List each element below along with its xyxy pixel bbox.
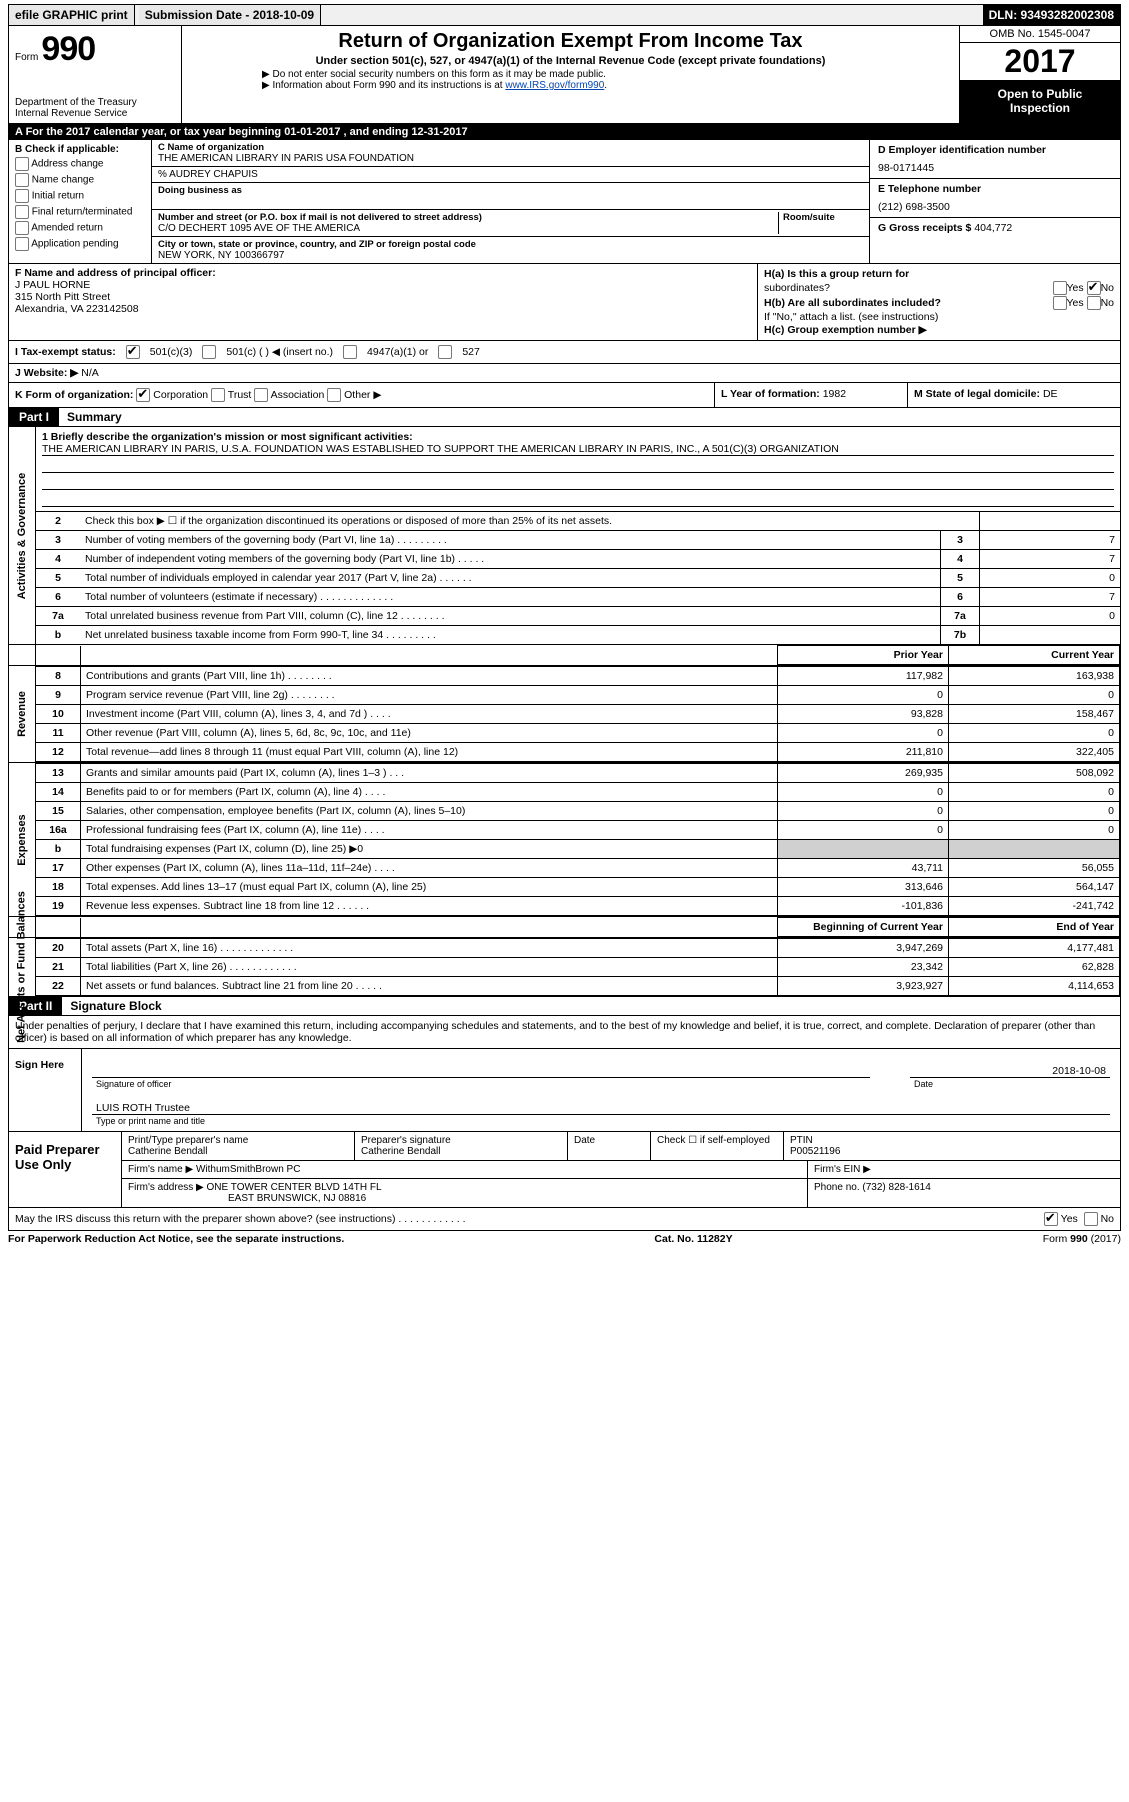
row-J: J Website: ▶ N/A [8,364,1121,383]
ptin: P00521196 [790,1146,1114,1157]
summary-table: 2Check this box ▶ ☐ if the organization … [36,511,1120,644]
check-application-pending[interactable]: Application pending [15,237,145,251]
part-II-header: Part II Signature Block [8,997,1121,1016]
revenue-table: 8Contributions and grants (Part VIII, li… [36,666,1120,762]
ein: 98-0171445 [878,162,1112,174]
Hb-no[interactable] [1087,296,1101,310]
row-F-H: F Name and address of principal officer:… [8,264,1121,341]
firm-name: WithumSmithBrown PC [196,1164,300,1175]
form-number: 990 [41,30,95,68]
revenue-block: Revenue 8Contributions and grants (Part … [8,666,1121,763]
netassets-block: Net Assets or Fund Balances 20Total asse… [8,938,1121,997]
row-I: I Tax-exempt status: 501(c)(3) 501(c) ( … [8,341,1121,364]
state-domicile: DE [1043,388,1058,400]
col-C: C Name of organization THE AMERICAN LIBR… [152,140,869,263]
preparer-name: Catherine Bendall [128,1146,348,1157]
preparer-sig: Catherine Bendall [361,1146,561,1157]
Hb-yes[interactable] [1053,296,1067,310]
side-gov: Activities & Governance [16,472,28,599]
org-name: THE AMERICAN LIBRARY IN PARIS USA FOUNDA… [158,153,863,164]
501c3-check[interactable] [126,345,140,359]
signature-block: Under penalties of perjury, I declare th… [8,1016,1121,1208]
side-expenses: Expenses [16,814,28,865]
website: N/A [81,367,99,379]
527-check[interactable] [438,345,452,359]
side-netassets: Net Assets or Fund Balances [17,891,28,1043]
begin-year-header: Beginning of Current Year [778,918,949,937]
prior-year-header: Prior Year [778,646,949,665]
activities-governance: Activities & Governance 1 Briefly descri… [8,427,1121,645]
form-title: Return of Organization Exempt From Incom… [192,30,949,53]
501c-check[interactable] [202,345,216,359]
firm-addr1: ONE TOWER CENTER BLVD 14TH FL [207,1182,382,1193]
side-revenue: Revenue [16,691,28,737]
check-final-return-terminated[interactable]: Final return/terminated [15,205,145,219]
netassets-table: 20Total assets (Part X, line 16) . . . .… [36,938,1120,996]
H-block: H(a) Is this a group return for subordin… [757,264,1120,340]
firm-phone: (732) 828-1614 [862,1182,930,1193]
header: Form 990 Department of the Treasury Inte… [8,26,1121,124]
other-check[interactable] [327,388,341,402]
check-amended-return[interactable]: Amended return [15,221,145,235]
trust-check[interactable] [211,388,225,402]
discuss-yes[interactable] [1044,1212,1058,1226]
open-to-public: Open to PublicInspection [960,81,1120,123]
form-notes: ▶ Do not enter social security numbers o… [262,69,949,91]
end-year-header: End of Year [949,918,1120,937]
tax-year: 2017 [960,43,1120,81]
Ha-yes[interactable] [1053,281,1067,295]
footer: For Paperwork Reduction Act Notice, see … [8,1231,1121,1247]
officer-name: LUIS ROTH Trustee [96,1102,190,1114]
4947-check[interactable] [343,345,357,359]
col-B: B Check if applicable: Address change Na… [9,140,152,263]
check-initial-return[interactable]: Initial return [15,189,145,203]
gross-receipts: 404,772 [974,222,1012,234]
care-of: % AUDREY CHAPUIS [152,167,869,183]
expenses-block: Expenses 13Grants and similar amounts pa… [8,763,1121,917]
sign-here: Sign Here Signature of officer 2018-10-0… [9,1049,1120,1131]
part-I-header: Part I Summary [8,408,1121,427]
current-year-header: Current Year [949,646,1120,665]
submission-date: Submission Date - 2018-10-09 [139,5,321,25]
expenses-table: 13Grants and similar amounts paid (Part … [36,763,1120,916]
principal-officer: F Name and address of principal officer:… [9,264,757,340]
firm-addr2: EAST BRUNSWICK, NJ 08816 [228,1193,366,1204]
assoc-check[interactable] [254,388,268,402]
row-K-L-M: K Form of organization: Corporation Trus… [8,383,1121,408]
form-word: Form [15,52,38,63]
omb-number: OMB No. 1545-0047 [960,26,1120,43]
section-b-to-g: B Check if applicable: Address change Na… [8,140,1121,264]
dln-label: DLN: 93493282002308 [983,5,1120,25]
discuss-row: May the IRS discuss this return with the… [8,1208,1121,1231]
perjury-declaration: Under penalties of perjury, I declare th… [9,1016,1120,1049]
sign-date: 2018-10-08 [1052,1065,1106,1077]
Ha-no[interactable] [1087,281,1101,295]
check-address-change[interactable]: Address change [15,157,145,171]
dept-treasury: Department of the Treasury Internal Reve… [15,97,175,119]
irs-link[interactable]: www.IRS.gov/form990 [505,80,604,91]
mission: 1 Briefly describe the organization's mi… [36,427,1120,511]
check-name-change[interactable]: Name change [15,173,145,187]
fin-header-bar: Prior Year Current Year [8,645,1121,666]
netassets-header-bar: Beginning of Current Year End of Year [8,917,1121,938]
discuss-no[interactable] [1084,1212,1098,1226]
street-address: C/O DECHERT 1095 AVE OF THE AMERICA [158,223,778,234]
top-bar: efile GRAPHIC print Submission Date - 20… [8,4,1121,26]
row-A: A For the 2017 calendar year, or tax yea… [8,124,1121,140]
form-subtitle: Under section 501(c), 527, or 4947(a)(1)… [192,55,949,67]
efile-label: efile GRAPHIC print [9,5,135,25]
corp-check[interactable] [136,388,150,402]
year-formation: 1982 [823,388,846,400]
col-D-to-G: D Employer identification number 98-0171… [869,140,1120,263]
paid-preparer: Paid Preparer Use Only Print/Type prepar… [9,1131,1120,1207]
city-state-zip: NEW YORK, NY 100366797 [158,250,863,261]
telephone: (212) 698-3500 [878,201,1112,213]
